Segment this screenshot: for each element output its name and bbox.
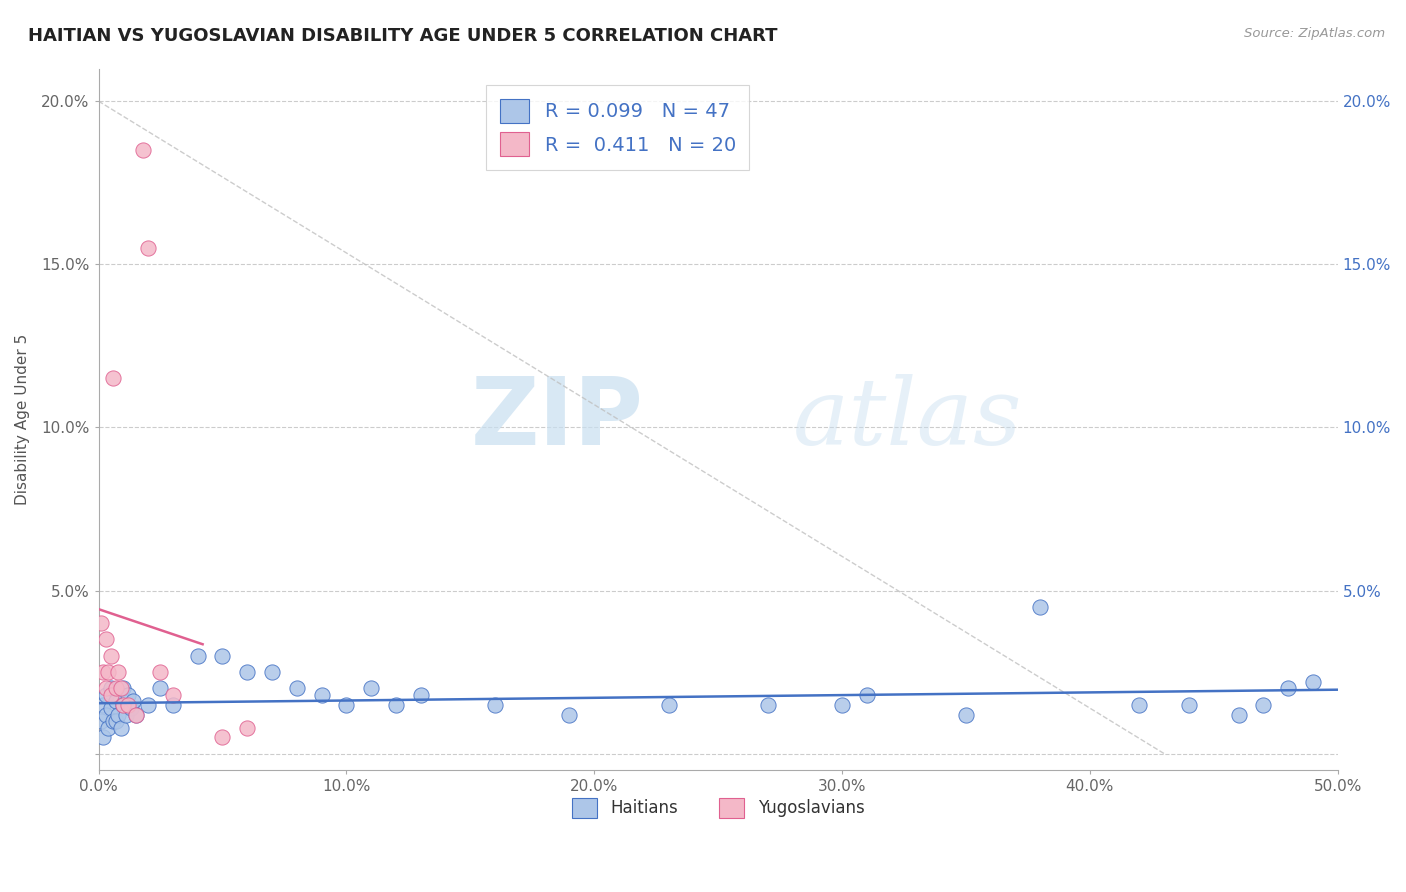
Legend: Haitians, Yugoslavians: Haitians, Yugoslavians [565, 791, 872, 825]
Point [90, 616, 112, 631]
Point [103, 714, 125, 728]
Point [112, 698, 135, 712]
Point [100, 688, 122, 702]
Point [117, 698, 139, 712]
Point [285, 681, 308, 696]
Point [94, 688, 117, 702]
Point [1029, 599, 1052, 614]
Point [484, 698, 506, 712]
Text: Source: ZipAtlas.com: Source: ZipAtlas.com [1244, 27, 1385, 40]
Point [1178, 698, 1201, 712]
Point [149, 681, 172, 696]
Text: HAITIAN VS YUGOSLAVIAN DISABILITY AGE UNDER 5 CORRELATION CHART: HAITIAN VS YUGOSLAVIAN DISABILITY AGE UN… [28, 27, 778, 45]
Y-axis label: Disability Age Under 5: Disability Age Under 5 [15, 334, 30, 505]
Point [955, 707, 977, 722]
Point [211, 648, 233, 663]
Point [117, 688, 139, 702]
Point [211, 731, 233, 745]
Point [104, 714, 127, 728]
Point [93, 731, 115, 745]
Point [409, 688, 432, 702]
Point [1227, 707, 1250, 722]
Point [149, 665, 172, 679]
Point [162, 698, 184, 712]
Point [120, 701, 142, 715]
Point [94, 681, 117, 696]
Point [1253, 698, 1275, 712]
Point [114, 707, 136, 722]
Point [236, 665, 259, 679]
Point [90, 714, 112, 728]
Point [103, 371, 125, 385]
Point [360, 681, 382, 696]
Point [756, 698, 779, 712]
Point [94, 632, 117, 647]
Point [125, 707, 148, 722]
Point [856, 688, 879, 702]
Point [658, 698, 681, 712]
Point [132, 143, 155, 157]
Point [385, 698, 408, 712]
Point [122, 694, 145, 708]
Point [831, 698, 853, 712]
Point [1128, 698, 1150, 712]
Point [93, 665, 115, 679]
Point [136, 241, 159, 255]
Point [97, 721, 120, 735]
Point [93, 698, 115, 712]
Point [104, 681, 127, 696]
Point [100, 648, 122, 663]
Point [1302, 674, 1324, 689]
Point [100, 701, 122, 715]
Point [311, 688, 333, 702]
Point [187, 648, 209, 663]
Point [125, 707, 148, 722]
Point [236, 721, 259, 735]
Point [97, 665, 120, 679]
Point [104, 694, 127, 708]
Point [107, 665, 129, 679]
Point [107, 707, 129, 722]
Point [110, 721, 132, 735]
Text: atlas: atlas [793, 375, 1022, 464]
Point [162, 688, 184, 702]
Point [260, 665, 283, 679]
Point [1277, 681, 1299, 696]
Point [112, 698, 135, 712]
Point [110, 681, 132, 696]
Point [136, 698, 159, 712]
Text: ZIP: ZIP [471, 373, 644, 466]
Point [335, 698, 357, 712]
Point [94, 707, 117, 722]
Point [112, 681, 135, 696]
Point [558, 707, 581, 722]
Point [100, 681, 122, 696]
